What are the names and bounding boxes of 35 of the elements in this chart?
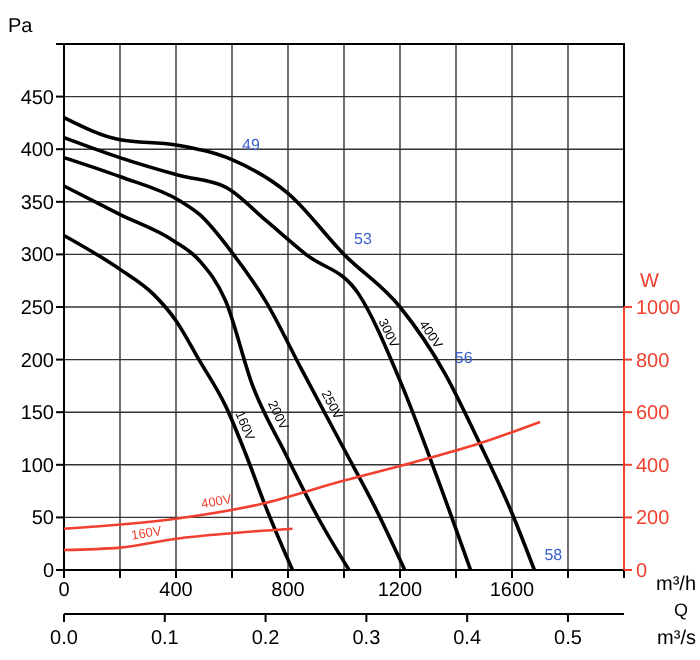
text: Q bbox=[673, 600, 688, 620]
annotation: 58 bbox=[544, 546, 564, 564]
y2-tick-label: 1000 bbox=[636, 298, 682, 320]
y-tick-label: 200 bbox=[20, 350, 55, 373]
y-tick-label: 400 bbox=[20, 140, 55, 163]
y-tick-label: 300 bbox=[20, 245, 55, 268]
x-tick-label: 1200 bbox=[377, 580, 424, 602]
y-tick-label: 450 bbox=[20, 87, 55, 110]
y-tick-label: 250 bbox=[20, 298, 55, 320]
y2-tick-label: 400 bbox=[636, 455, 671, 478]
line-series bbox=[62, 527, 294, 552]
x2-tick-label: 0.5 bbox=[554, 628, 583, 650]
x-tick-label: 1600 bbox=[489, 580, 536, 602]
x2-tick-label: 0.0 bbox=[50, 628, 79, 650]
y-tick-label: 0 bbox=[42, 561, 55, 583]
x-tick-label: 0 bbox=[58, 580, 71, 602]
y-tick-label: 350 bbox=[20, 192, 55, 215]
x2-tick-label: 0.3 bbox=[352, 628, 382, 650]
y-tick-label: 50 bbox=[31, 508, 55, 531]
y2-tick-label: 0 bbox=[636, 561, 648, 583]
y-tick-label: 150 bbox=[20, 403, 55, 426]
x2-tick-label: 0.2 bbox=[251, 628, 281, 650]
x2-tick-label: 0.1 bbox=[150, 628, 180, 650]
x-tick-label: 800 bbox=[271, 580, 306, 602]
y2-tick-label: 600 bbox=[636, 403, 671, 426]
x-axis-title: m³/h bbox=[656, 574, 696, 596]
y2-tick-label: 800 bbox=[636, 350, 671, 373]
y2-axis-title: W bbox=[640, 271, 660, 293]
x-tick-label: 400 bbox=[159, 580, 194, 602]
annotation: 53 bbox=[354, 230, 373, 249]
x2-axis-title: m³/s bbox=[657, 628, 696, 650]
y-axis-title: Pa bbox=[8, 16, 34, 38]
x2-tick-label: 0.4 bbox=[453, 628, 482, 650]
y-tick-label: 100 bbox=[20, 455, 55, 478]
y2-tick-label: 200 bbox=[636, 508, 671, 531]
